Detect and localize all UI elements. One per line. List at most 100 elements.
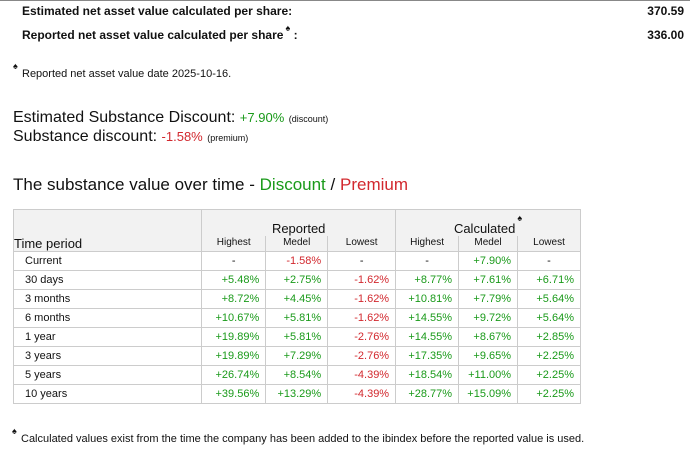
calculated-footnote: ♠ Calculated values exist from the time …: [12, 426, 585, 445]
value-cell: +18.54%: [395, 365, 460, 385]
estimated-discount-line: Estimated Substance Discount: +7.90% (di…: [13, 109, 328, 127]
table-sub-header-row: Highest Medel Lowest Highest Medel Lowest: [14, 236, 581, 252]
estimated-discount-tag: (discount): [288, 114, 329, 124]
estimated-discount-value: +7.90%: [239, 110, 285, 125]
period-cell: 3 months: [12, 289, 203, 309]
value-cell: -1.62%: [327, 270, 397, 290]
value-cell: +7.90%: [458, 251, 519, 271]
value-cell: +14.55%: [395, 327, 460, 347]
value-cell: +28.77%: [395, 384, 460, 404]
reported-header-label: Reported: [271, 221, 326, 236]
table-group-header-row: Time period Reported Calculated♠: [12, 209, 581, 252]
table-row: Current - -1.58% - - +7.90% -: [12, 251, 581, 271]
value-cell: +10.67%: [201, 308, 267, 328]
estimated-nav-row: Estimated net asset value calculated per…: [0, 0, 690, 22]
sub-header-4: Medel: [458, 236, 519, 252]
heading-premium: Premium: [339, 175, 408, 194]
value-cell: +4.45%: [265, 289, 329, 309]
heading-slash: /: [330, 175, 336, 194]
value-cell: -: [517, 251, 581, 271]
table-row: 1 year +19.89% +5.81% -2.76% +14.55% +8.67% +2…: [12, 327, 581, 347]
estimated-discount-label: Estimated Substance Discount:: [13, 109, 236, 126]
value-cell: +2.85%: [517, 327, 581, 347]
table-row: 3 months +8.72% +4.45% -1.62% +10.81% +7.79% +…: [12, 289, 581, 309]
asterisk-icon: ♠: [12, 426, 17, 436]
reported-nav-label: Reported net asset value calculated per …: [22, 28, 284, 42]
asterisk-icon: ♠: [285, 23, 291, 33]
sub-header-3: Highest: [395, 236, 460, 252]
asterisk-icon: ♠: [517, 213, 523, 223]
value-cell: +9.65%: [458, 346, 519, 366]
substance-value-table: Time period Reported Calculated♠ Highest…: [12, 209, 581, 404]
value-cell: +8.54%: [265, 365, 329, 385]
estimated-nav-label: Estimated net asset value calculated per…: [0, 0, 604, 22]
value-cell: +19.89%: [201, 346, 267, 366]
value-cell: -1.58%: [265, 251, 329, 271]
value-cell: +15.09%: [458, 384, 519, 404]
value-cell: +8.72%: [201, 289, 267, 309]
value-cell: +26.74%: [201, 365, 267, 385]
table-body: Current - -1.58% - - +7.90% -30 days +5.48% +2.7…: [12, 251, 581, 404]
reported-nav-value: 336.00: [647, 28, 684, 42]
value-cell: +9.72%: [458, 308, 519, 328]
heading-prefix: The substance value over time -: [13, 175, 255, 194]
value-cell: -4.39%: [327, 384, 397, 404]
substance-discount-line: Substance discount: -1.58% (premium): [13, 128, 248, 146]
value-cell: +11.00%: [458, 365, 519, 385]
period-cell: 30 days: [12, 270, 203, 290]
table-row: 6 months +10.67% +5.81% -1.62% +14.55% +9.72%…: [12, 308, 581, 328]
nav-date-footnote: ♠ Reported net asset value date 2025-10-…: [13, 61, 232, 80]
value-cell: +2.75%: [265, 270, 329, 290]
value-cell: +7.29%: [265, 346, 329, 366]
sub-header-5: Lowest: [517, 236, 581, 252]
value-cell: -: [327, 251, 397, 271]
value-cell: -1.62%: [327, 308, 397, 328]
period-cell: 3 years: [12, 346, 203, 366]
period-cell: Current: [12, 251, 203, 271]
substance-discount-label: Substance discount:: [13, 128, 158, 145]
period-cell: 5 years: [12, 365, 203, 385]
table-row: 10 years +39.56% +13.29% -4.39% +28.77% +15.0…: [12, 384, 581, 404]
value-cell: +17.35%: [395, 346, 460, 366]
nav-per-share-table: Estimated net asset value calculated per…: [0, 0, 690, 50]
substance-discount-tag: (premium): [207, 133, 249, 143]
value-cell: +2.25%: [517, 365, 581, 385]
table-row: 5 years +26.74% +8.54% -4.39% +18.54% +11.00%…: [12, 365, 581, 385]
value-cell: +5.64%: [517, 308, 581, 328]
value-cell: +13.29%: [265, 384, 329, 404]
substance-discount-value: -1.58%: [161, 129, 203, 144]
value-cell: +39.56%: [201, 384, 267, 404]
nav-date-text: Reported net asset value date 2025-10-16…: [22, 68, 232, 80]
section-heading: The substance value over time - Discount…: [13, 175, 408, 195]
value-cell: -: [395, 251, 460, 271]
sub-header-1: Medel: [265, 236, 329, 252]
time-period-header: Time period: [12, 209, 203, 252]
value-cell: +10.81%: [395, 289, 460, 309]
calculated-footnote-text: Calculated values exist from the time th…: [21, 433, 585, 445]
value-cell: +5.48%: [201, 270, 267, 290]
reported-header: Reported: [201, 209, 397, 236]
value-cell: +8.67%: [458, 327, 519, 347]
value-cell: -4.39%: [327, 365, 397, 385]
sub-header-2: Lowest: [327, 236, 397, 252]
period-cell: 6 months: [12, 308, 203, 328]
reported-nav-row: Reported net asset value calculated per …: [0, 22, 690, 50]
value-cell: +6.71%: [517, 270, 581, 290]
period-cell: 1 year: [12, 327, 203, 347]
value-cell: +7.61%: [458, 270, 519, 290]
value-cell: -2.76%: [327, 327, 397, 347]
asterisk-icon: ♠: [13, 61, 18, 71]
value-cell: +5.81%: [265, 327, 329, 347]
period-cell: 10 years: [12, 384, 203, 404]
table-row: 3 years +19.89% +7.29% -2.76% +17.35% +9.65% +…: [12, 346, 581, 366]
value-cell: +5.81%: [265, 308, 329, 328]
sub-header-0: Highest: [201, 236, 267, 252]
value-cell: +7.79%: [458, 289, 519, 309]
value-cell: -1.62%: [327, 289, 397, 309]
value-cell: +2.25%: [517, 384, 581, 404]
reported-nav-label-cell: Reported net asset value calculated per …: [0, 22, 603, 50]
value-cell: +2.25%: [517, 346, 581, 366]
value-cell: -2.76%: [327, 346, 397, 366]
heading-discount: Discount: [259, 175, 326, 194]
value-cell: -: [201, 251, 267, 271]
